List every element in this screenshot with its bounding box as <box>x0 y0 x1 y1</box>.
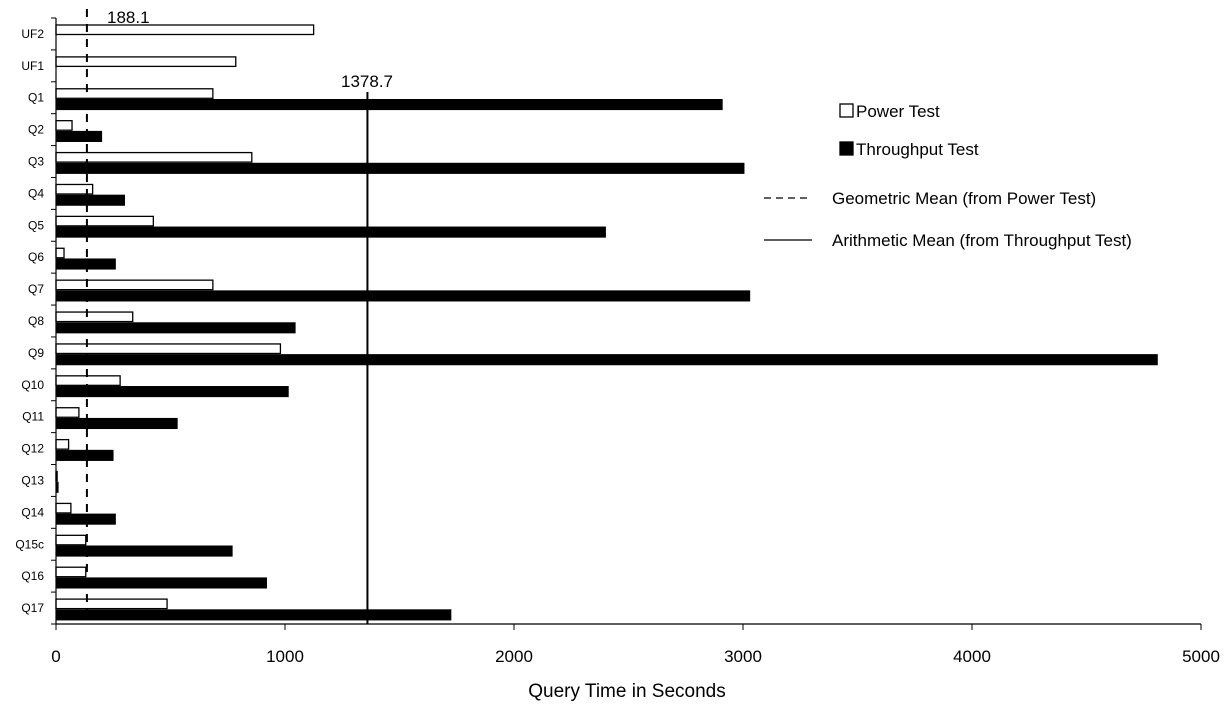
category-label: Q8 <box>28 314 44 328</box>
arithmetic-mean-label: 1378.7 <box>341 72 393 91</box>
x-axis-title: Query Time in Seconds <box>528 681 725 702</box>
x-tick-label: 4000 <box>953 647 991 666</box>
x-tick-label: 3000 <box>724 647 762 666</box>
category-label: Q7 <box>28 282 44 296</box>
power-test-bar <box>55 24 315 36</box>
legend-throughput-test-swatch <box>839 141 854 156</box>
reference-lines-layer: 188.1 1378.7 <box>85 8 393 624</box>
category-label: Q15c <box>15 537 44 551</box>
category-label: Q16 <box>21 569 44 583</box>
throughput-test-bar <box>55 322 296 334</box>
category-label: UF1 <box>21 59 44 73</box>
throughput-test-bar <box>55 417 178 430</box>
legend: Power Test Throughput Test Geometric Mean … <box>764 102 1132 250</box>
throughput-test-bar <box>55 194 125 206</box>
throughput-test-bar <box>55 290 751 302</box>
category-label: Q14 <box>21 505 44 519</box>
category-label: Q3 <box>28 155 44 169</box>
legend-power-test-label: Power Test <box>856 102 940 121</box>
legend-throughput-test-label: Throughput Test <box>856 140 979 159</box>
throughput-test-bar <box>55 162 745 174</box>
power-test-bar <box>55 311 134 323</box>
category-label: Q4 <box>28 186 44 200</box>
category-label: Q13 <box>21 473 44 487</box>
power-test-bar <box>55 56 237 68</box>
x-tick-label: 0 <box>51 647 60 666</box>
power-test-bar <box>55 502 72 514</box>
category-label: Q10 <box>21 378 44 392</box>
power-test-bar <box>55 215 154 227</box>
geometric-mean-label: 188.1 <box>107 8 150 27</box>
axes-layer: UF2 UF1 Q1 Q2 Q3 Q4 Q5 Q6 Q7 Q8 Q9 Q10 Q11 Q12 Q13 Q14 Q… <box>15 17 1220 666</box>
x-tick-label: 2000 <box>495 647 533 666</box>
legend-power-test-swatch <box>839 103 854 118</box>
category-label: Q6 <box>28 250 44 264</box>
power-test-bar <box>55 151 253 163</box>
x-tick-label: 1000 <box>266 647 304 666</box>
power-test-bar <box>55 88 214 99</box>
category-label: Q2 <box>28 123 44 137</box>
legend-geometric-mean-label: Geometric Mean (from Power Test) <box>832 189 1096 208</box>
legend-arithmetic-mean-label: Arithmetic Mean (from Throughput Test) <box>832 231 1132 250</box>
power-test-bar <box>55 247 65 259</box>
throughput-test-bar <box>55 258 116 270</box>
category-label: Q5 <box>28 218 44 232</box>
throughput-test-bar <box>55 130 103 142</box>
x-tick-label: 5000 <box>1182 647 1220 666</box>
bars-layer <box>55 24 1158 621</box>
throughput-test-bar <box>55 386 289 398</box>
throughput-test-bar <box>55 545 233 557</box>
throughput-test-bar <box>55 449 114 461</box>
power-test-bar <box>55 279 214 291</box>
power-test-bar <box>55 534 87 546</box>
category-label: Q9 <box>28 346 44 360</box>
power-test-bar <box>55 598 168 610</box>
throughput-test-bar <box>55 226 606 238</box>
throughput-test-bar <box>55 513 116 525</box>
throughput-test-bar <box>55 354 1158 366</box>
power-test-bar <box>55 566 87 578</box>
category-label: Q12 <box>21 442 44 456</box>
category-label: UF2 <box>21 27 44 41</box>
category-label: Q11 <box>22 410 44 424</box>
throughput-test-bar <box>55 98 723 111</box>
power-test-bar <box>55 375 121 386</box>
category-label: Q17 <box>21 601 44 615</box>
power-test-bar <box>55 343 282 355</box>
power-test-bar <box>55 438 70 450</box>
category-label: Q1 <box>28 91 44 105</box>
power-test-bar <box>55 407 80 418</box>
power-test-bar <box>55 120 73 131</box>
throughput-test-bar <box>55 609 452 621</box>
